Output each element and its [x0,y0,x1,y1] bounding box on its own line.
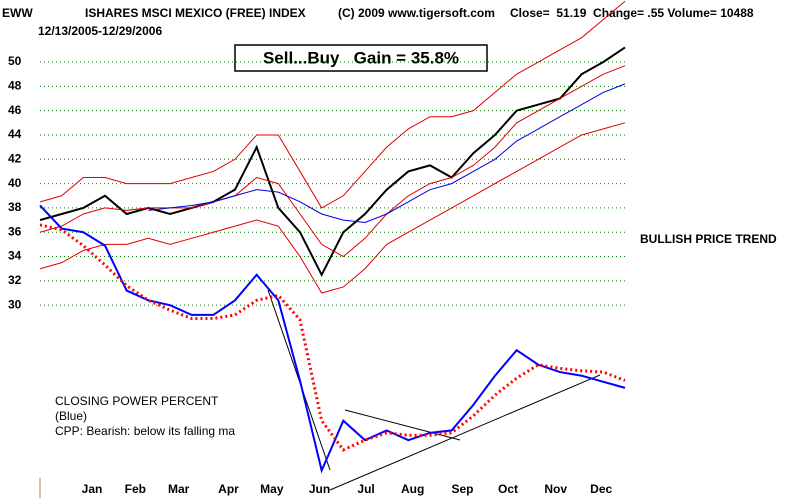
quote: Close= 51.19 Change= .55 Volume= 10488 [510,6,754,20]
gain-box [234,44,488,72]
y-tick-label: 46 [8,103,22,117]
y-tick-label: 48 [8,78,22,92]
y-tick-label: 40 [8,176,22,190]
series-line [148,83,626,224]
y-tick-label: 30 [8,297,22,311]
y-tick-label: 36 [8,224,22,238]
copyright: (C) 2009 www.tigersoft.com [338,6,495,20]
annotation: BULLISH PRICE TREND [640,232,777,246]
x-tick-label: Sep [451,482,473,496]
trendline [329,374,601,491]
series-line [39,223,626,452]
series-line [39,0,626,209]
series-line [39,46,626,277]
indicator-color: (Blue) [55,409,87,423]
x-tick-label: Jun [309,482,330,496]
indicator-title: CLOSING POWER PERCENT [55,394,219,408]
x-tick-label: Aug [401,482,424,496]
y-tick-label: 38 [8,200,22,214]
y-tick-label: 50 [8,54,22,68]
series-line [39,122,626,294]
x-tick-label: Nov [544,482,567,496]
series-line [39,65,626,258]
x-tick-label: Oct [498,482,518,496]
x-tick-label: Jan [82,482,103,496]
x-tick-label: Apr [218,482,239,496]
x-tick-label: Jul [357,482,374,496]
gain-text: Sell...Buy Gain = 35.8% [263,48,459,67]
y-tick-label: 34 [8,249,22,263]
symbol: EWW [2,6,33,20]
indicator-note: CPP: Bearish: below its falling ma [55,424,235,438]
trendline [344,409,461,441]
date-range: 12/13/2005-12/29/2006 [38,24,162,38]
x-tick-label: Mar [168,482,190,496]
y-tick-label: 32 [8,273,22,287]
series-line [39,204,626,474]
x-tick-label: May [260,482,284,496]
x-tick-label: Dec [590,482,612,496]
chart-title: ISHARES MSCI MEXICO (FREE) INDEX [85,6,306,20]
y-tick-label: 44 [8,127,22,141]
x-tick-label: Feb [125,482,146,496]
y-tick-label: 42 [8,151,22,165]
